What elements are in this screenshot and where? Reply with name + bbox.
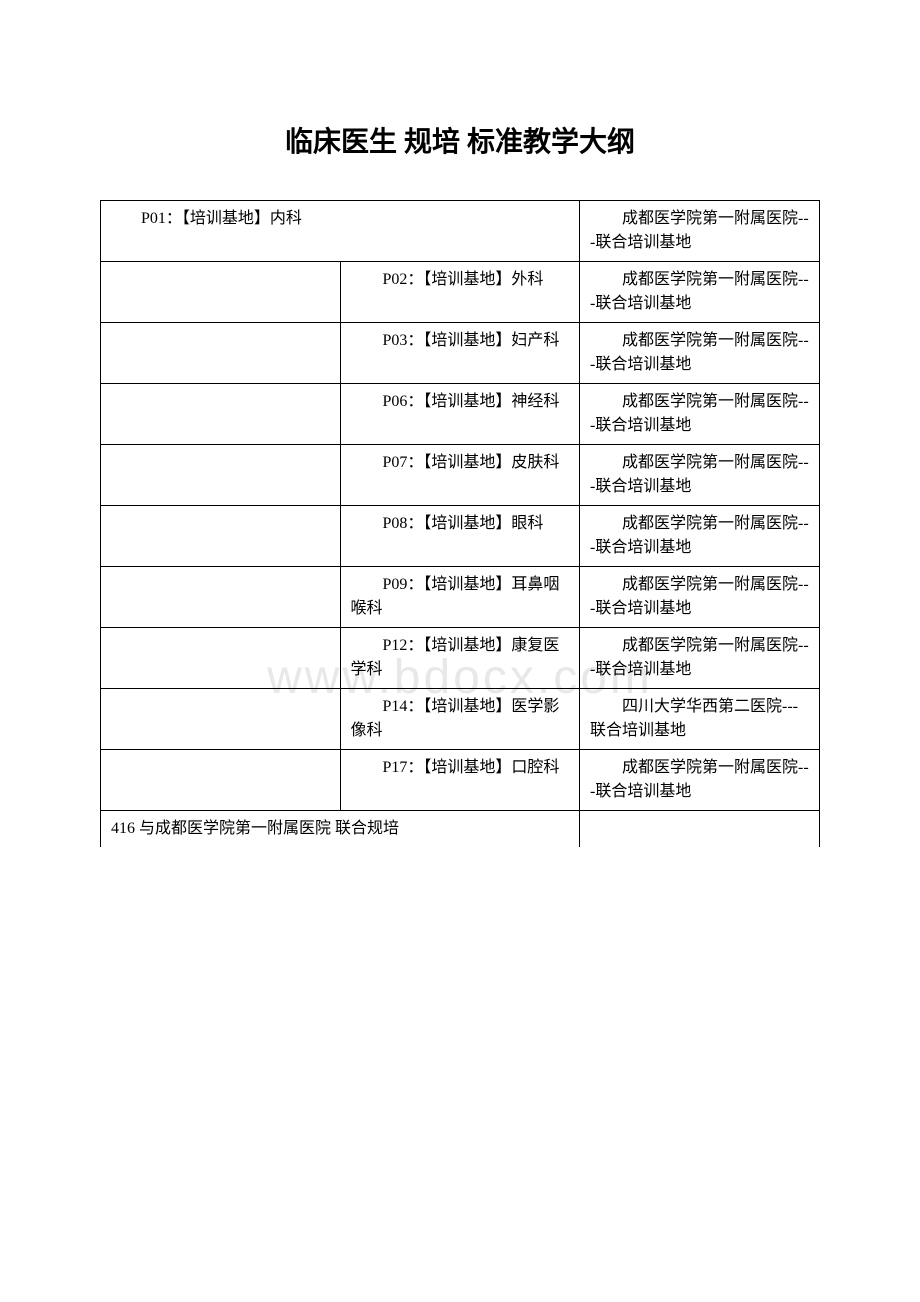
empty-cell [101, 689, 341, 750]
empty-cell [101, 506, 341, 567]
empty-cell [101, 445, 341, 506]
training-base-cell: P08：【培训基地】眼科 [340, 506, 580, 567]
hospital-cell: 成都医学院第一附属医院---联合培训基地 [580, 323, 820, 384]
training-base-cell: P03：【培训基地】妇产科 [340, 323, 580, 384]
empty-cell [101, 628, 341, 689]
table-row: P09：【培训基地】耳鼻咽喉科 成都医学院第一附属医院---联合培训基地 [101, 567, 820, 628]
empty-cell [101, 323, 341, 384]
footer-row: 416 与成都医学院第一附属医院 联合规培 [101, 811, 820, 848]
table-row: P17：【培训基地】口腔科 成都医学院第一附属医院---联合培训基地 [101, 750, 820, 811]
table-row: P14：【培训基地】医学影像科 四川大学华西第二医院---联合培训基地 [101, 689, 820, 750]
hospital-cell: 成都医学院第一附属医院---联合培训基地 [580, 750, 820, 811]
hospital-cell: 成都医学院第一附属医院---联合培训基地 [580, 506, 820, 567]
footer-cell: 416 与成都医学院第一附属医院 联合规培 [101, 811, 580, 848]
table-row: P03：【培训基地】妇产科 成都医学院第一附属医院---联合培训基地 [101, 323, 820, 384]
empty-cell [101, 384, 341, 445]
empty-cell [101, 567, 341, 628]
table-row: P06：【培训基地】神经科 成都医学院第一附属医院---联合培训基地 [101, 384, 820, 445]
empty-cell [101, 262, 341, 323]
hospital-cell: 成都医学院第一附属医院---联合培训基地 [580, 567, 820, 628]
table-row: P08：【培训基地】眼科 成都医学院第一附属医院---联合培训基地 [101, 506, 820, 567]
training-base-cell: P07：【培训基地】皮肤科 [340, 445, 580, 506]
hospital-cell: 四川大学华西第二医院---联合培训基地 [580, 689, 820, 750]
hospital-cell: 成都医学院第一附属医院---联合培训基地 [580, 201, 820, 262]
training-table-container: P01：【培训基地】内科 成都医学院第一附属医院---联合培训基地 P02：【培… [100, 200, 820, 847]
page-title: 临床医生 规培 标准教学大纲 [100, 120, 820, 160]
empty-cell [101, 750, 341, 811]
table-row: P02：【培训基地】外科 成都医学院第一附属医院---联合培训基地 [101, 262, 820, 323]
training-base-cell: P09：【培训基地】耳鼻咽喉科 [340, 567, 580, 628]
training-table: P01：【培训基地】内科 成都医学院第一附属医院---联合培训基地 P02：【培… [100, 200, 819, 847]
training-base-cell: P12：【培训基地】康复医学科 [340, 628, 580, 689]
table-row: P01：【培训基地】内科 成都医学院第一附属医院---联合培训基地 [101, 201, 820, 262]
training-base-cell: P02：【培训基地】外科 [340, 262, 580, 323]
hospital-cell: 成都医学院第一附属医院---联合培训基地 [580, 384, 820, 445]
table-row: P07：【培训基地】皮肤科 成都医学院第一附属医院---联合培训基地 [101, 445, 820, 506]
empty-footer-cell [580, 811, 820, 848]
hospital-cell: 成都医学院第一附属医院---联合培训基地 [580, 445, 820, 506]
training-base-cell: P01：【培训基地】内科 [101, 201, 580, 262]
hospital-cell: 成都医学院第一附属医院---联合培训基地 [580, 262, 820, 323]
table-row: P12：【培训基地】康复医学科 成都医学院第一附属医院---联合培训基地 [101, 628, 820, 689]
training-base-cell: P06：【培训基地】神经科 [340, 384, 580, 445]
training-base-cell: P14：【培训基地】医学影像科 [340, 689, 580, 750]
training-base-cell: P17：【培训基地】口腔科 [340, 750, 580, 811]
hospital-cell: 成都医学院第一附属医院---联合培训基地 [580, 628, 820, 689]
